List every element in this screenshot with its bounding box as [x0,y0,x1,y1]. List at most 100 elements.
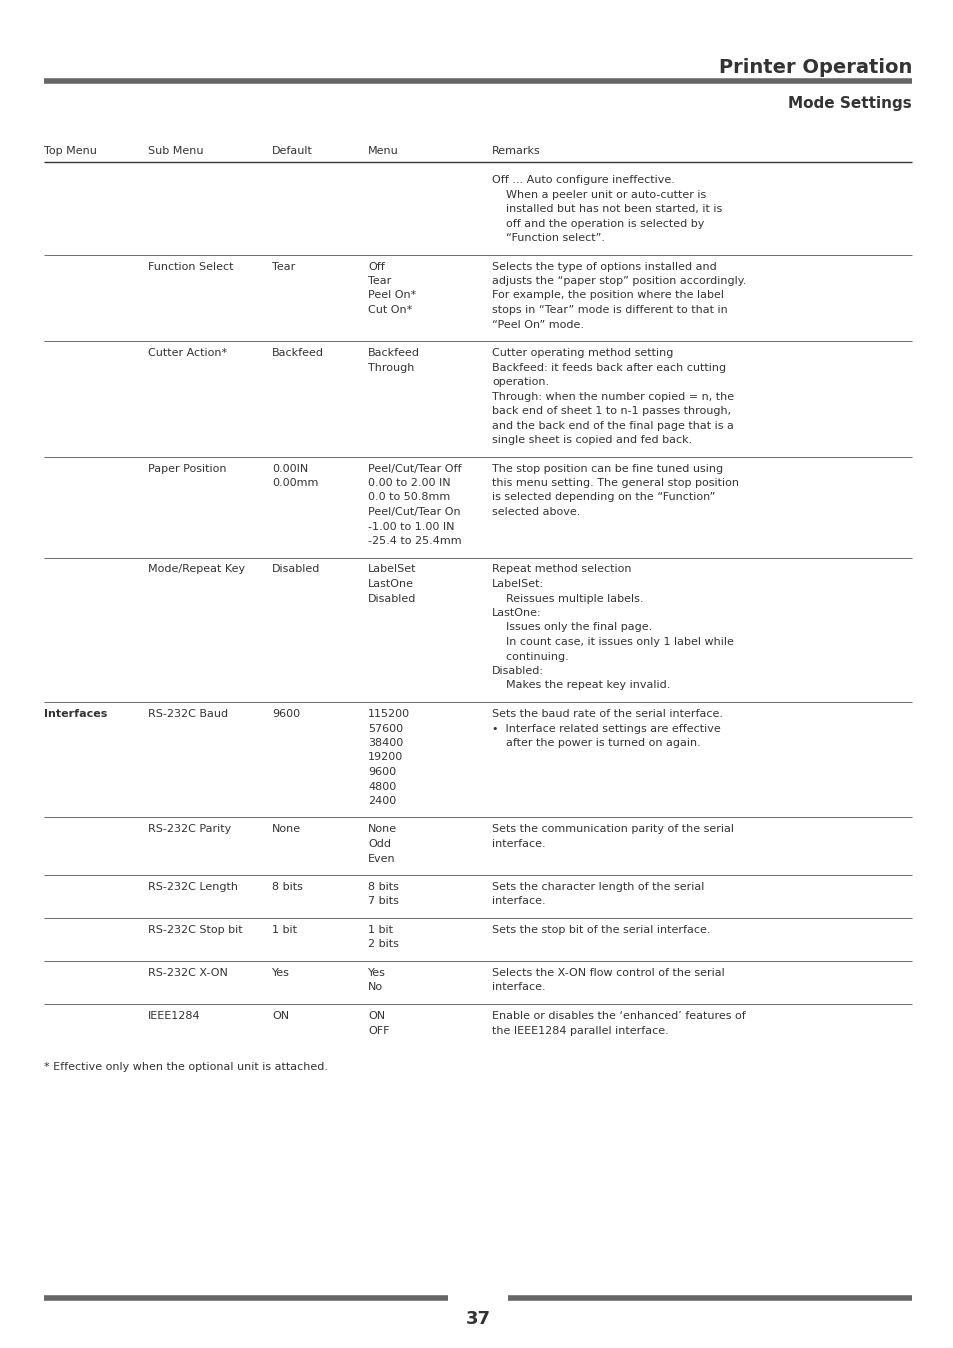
Text: Peel/Cut/Tear Off: Peel/Cut/Tear Off [368,464,461,473]
Text: 7 bits: 7 bits [368,896,398,906]
Text: Printer Operation: Printer Operation [718,58,911,77]
Text: Cutter operating method setting: Cutter operating method setting [492,348,673,359]
Text: ON: ON [272,1011,289,1020]
Text: Off ... Auto configure ineffective.: Off ... Auto configure ineffective. [492,175,674,185]
Text: Odd: Odd [368,838,391,849]
Text: •  Interface related settings are effective: • Interface related settings are effecti… [492,724,720,733]
Text: Yes: Yes [272,968,290,979]
Text: RS-232C X-ON: RS-232C X-ON [148,968,228,979]
Text: Through: when the number copied = n, the: Through: when the number copied = n, the [492,391,734,402]
Text: “Function select”.: “Function select”. [492,233,604,243]
Text: 115200: 115200 [368,709,410,718]
Text: LabelSet: LabelSet [368,565,416,574]
Text: off and the operation is selected by: off and the operation is selected by [492,218,703,229]
Text: Selects the X-ON flow control of the serial: Selects the X-ON flow control of the ser… [492,968,724,979]
Text: For example, the position where the label: For example, the position where the labe… [492,291,723,301]
Text: Issues only the final page.: Issues only the final page. [492,623,652,632]
Text: after the power is turned on again.: after the power is turned on again. [492,737,700,748]
Text: None: None [272,825,301,834]
Text: interface.: interface. [492,983,545,992]
Text: “Peel On” mode.: “Peel On” mode. [492,319,583,329]
Text: 38400: 38400 [368,737,403,748]
Text: Reissues multiple labels.: Reissues multiple labels. [492,593,643,604]
Text: Interfaces: Interfaces [44,709,108,718]
Text: back end of sheet 1 to n-1 passes through,: back end of sheet 1 to n-1 passes throug… [492,406,730,417]
Text: RS-232C Baud: RS-232C Baud [148,709,228,718]
Text: Enable or disables the ‘enhanced’ features of: Enable or disables the ‘enhanced’ featur… [492,1011,745,1020]
Text: Disabled: Disabled [272,565,320,574]
Text: No: No [368,983,383,992]
Text: 1 bit: 1 bit [272,925,296,936]
Text: 2400: 2400 [368,797,395,806]
Text: 57600: 57600 [368,724,403,733]
Text: 8 bits: 8 bits [272,882,302,892]
Text: Remarks: Remarks [492,146,540,156]
Text: IEEE1284: IEEE1284 [148,1011,200,1020]
Text: 0.00IN: 0.00IN [272,464,308,473]
Text: Backfeed: Backfeed [368,348,419,359]
Text: Default: Default [272,146,313,156]
Text: Sets the character length of the serial: Sets the character length of the serial [492,882,703,892]
Text: OFF: OFF [368,1026,389,1035]
Text: Tear: Tear [272,262,294,271]
Text: Sets the communication parity of the serial: Sets the communication parity of the ser… [492,825,733,834]
Text: Cutter Action*: Cutter Action* [148,348,227,359]
Text: 8 bits: 8 bits [368,882,398,892]
Text: * Effective only when the optional unit is attached.: * Effective only when the optional unit … [44,1062,328,1072]
Text: When a peeler unit or auto-cutter is: When a peeler unit or auto-cutter is [492,190,705,200]
Text: Disabled:: Disabled: [492,666,543,675]
Text: 19200: 19200 [368,752,403,763]
Text: 2 bits: 2 bits [368,940,398,949]
Text: interface.: interface. [492,838,545,849]
Text: Through: Through [368,363,414,372]
Text: Paper Position: Paper Position [148,464,226,473]
Text: RS-232C Stop bit: RS-232C Stop bit [148,925,242,936]
Text: single sheet is copied and fed back.: single sheet is copied and fed back. [492,435,692,445]
Text: ON: ON [368,1011,385,1020]
Text: RS-232C Parity: RS-232C Parity [148,825,231,834]
Text: Mode Settings: Mode Settings [787,96,911,111]
Text: 0.00 to 2.00 IN: 0.00 to 2.00 IN [368,479,450,488]
Text: 4800: 4800 [368,782,395,791]
Text: Repeat method selection: Repeat method selection [492,565,631,574]
Text: Disabled: Disabled [368,593,416,604]
Text: Cut On*: Cut On* [368,305,412,315]
Text: is selected depending on the “Function”: is selected depending on the “Function” [492,492,715,503]
Text: 9600: 9600 [272,709,300,718]
Text: stops in “Tear” mode is different to that in: stops in “Tear” mode is different to tha… [492,305,727,315]
Text: Top Menu: Top Menu [44,146,97,156]
Text: the IEEE1284 parallel interface.: the IEEE1284 parallel interface. [492,1026,668,1035]
Text: Sets the baud rate of the serial interface.: Sets the baud rate of the serial interfa… [492,709,722,718]
Text: LabelSet:: LabelSet: [492,580,543,589]
Text: Backfeed: Backfeed [272,348,324,359]
Text: Sub Menu: Sub Menu [148,146,203,156]
Text: 0.00mm: 0.00mm [272,479,318,488]
Text: 37: 37 [465,1310,490,1328]
Text: selected above.: selected above. [492,507,579,518]
Text: operation.: operation. [492,377,549,387]
Text: continuing.: continuing. [492,651,568,662]
Text: this menu setting. The general stop position: this menu setting. The general stop posi… [492,479,739,488]
Text: Even: Even [368,853,395,864]
Text: adjusts the “paper stop” position accordingly.: adjusts the “paper stop” position accord… [492,276,745,286]
Text: Peel/Cut/Tear On: Peel/Cut/Tear On [368,507,460,518]
Text: Menu: Menu [368,146,398,156]
Text: LastOne:: LastOne: [492,608,541,617]
Text: -1.00 to 1.00 IN: -1.00 to 1.00 IN [368,522,454,531]
Text: LastOne: LastOne [368,580,414,589]
Text: In count case, it issues only 1 label while: In count case, it issues only 1 label wh… [492,638,733,647]
Text: 9600: 9600 [368,767,395,776]
Text: Selects the type of options installed and: Selects the type of options installed an… [492,262,716,271]
Text: Function Select: Function Select [148,262,233,271]
Text: and the back end of the final page that is a: and the back end of the final page that … [492,421,733,430]
Text: None: None [368,825,396,834]
Text: 0.0 to 50.8mm: 0.0 to 50.8mm [368,492,450,503]
Text: -25.4 to 25.4mm: -25.4 to 25.4mm [368,537,461,546]
Text: 1 bit: 1 bit [368,925,393,936]
Text: RS-232C Length: RS-232C Length [148,882,237,892]
Text: The stop position can be fine tuned using: The stop position can be fine tuned usin… [492,464,722,473]
Text: Mode/Repeat Key: Mode/Repeat Key [148,565,245,574]
Text: Tear: Tear [368,276,391,286]
Text: Sets the stop bit of the serial interface.: Sets the stop bit of the serial interfac… [492,925,710,936]
Text: Backfeed: it feeds back after each cutting: Backfeed: it feeds back after each cutti… [492,363,725,372]
